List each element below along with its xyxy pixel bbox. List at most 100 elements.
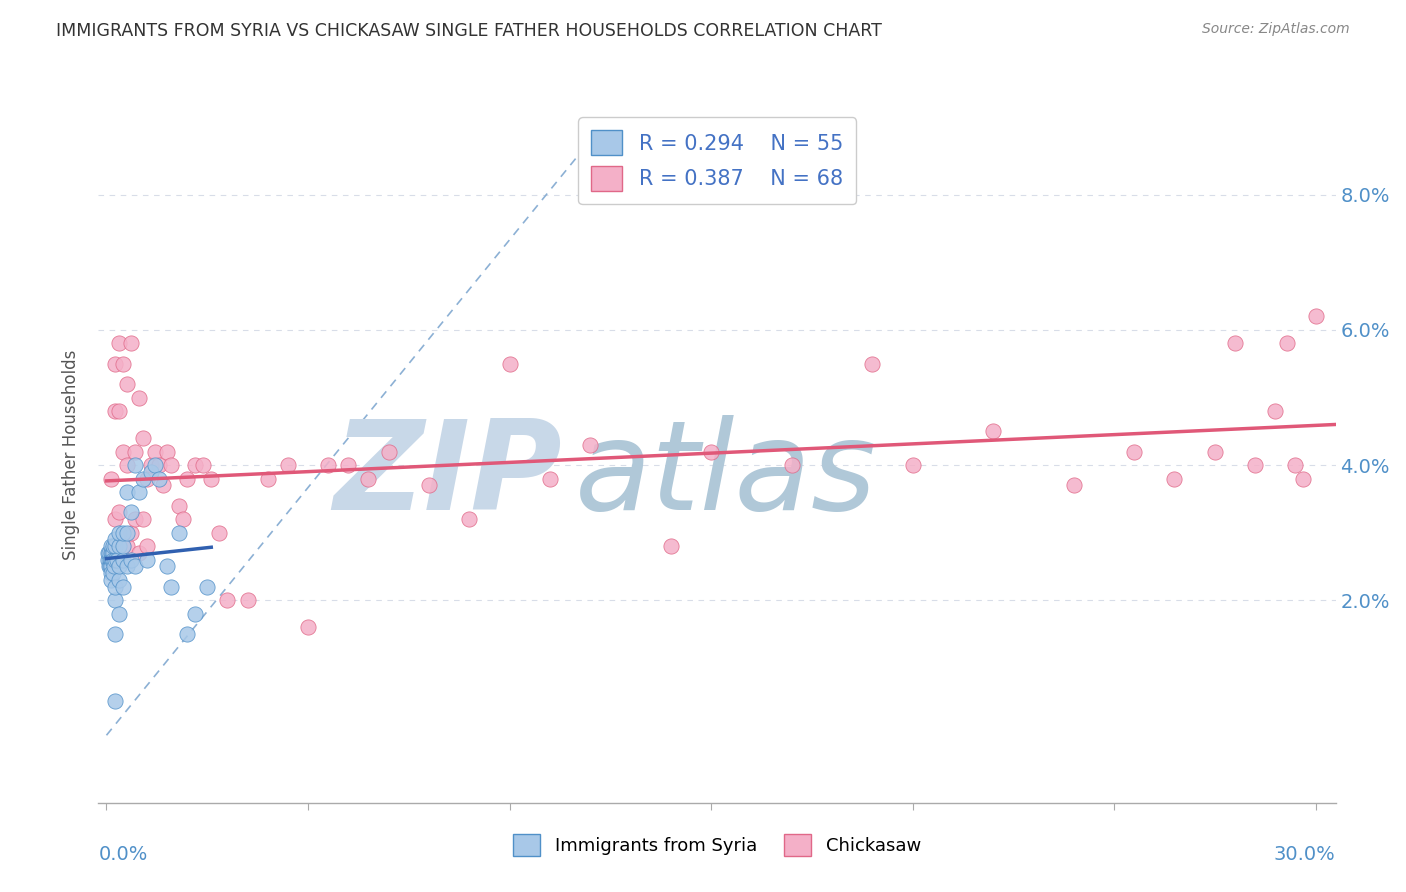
Point xyxy=(104,533,127,547)
Point xyxy=(1284,458,1306,472)
Point xyxy=(111,525,134,540)
Text: 0.0%: 0.0% xyxy=(98,845,148,863)
Point xyxy=(100,539,122,553)
Point xyxy=(152,478,174,492)
Point xyxy=(579,438,602,452)
Point xyxy=(115,458,138,472)
Point xyxy=(193,458,215,472)
Point xyxy=(172,512,194,526)
Point xyxy=(103,627,125,641)
Point xyxy=(115,525,138,540)
Point xyxy=(103,404,125,418)
Point xyxy=(111,552,134,566)
Point xyxy=(1244,458,1267,472)
Point xyxy=(498,357,520,371)
Point xyxy=(901,458,924,472)
Point xyxy=(538,472,561,486)
Point xyxy=(124,458,146,472)
Point xyxy=(107,525,129,540)
Point xyxy=(195,580,218,594)
Point xyxy=(100,559,122,574)
Point xyxy=(97,552,120,566)
Point xyxy=(107,336,129,351)
Point xyxy=(143,458,166,472)
Point xyxy=(143,444,166,458)
Point xyxy=(176,627,198,641)
Point xyxy=(659,539,682,553)
Point xyxy=(208,525,231,540)
Point xyxy=(160,458,183,472)
Point xyxy=(135,539,157,553)
Point xyxy=(115,485,138,500)
Point xyxy=(100,472,122,486)
Point xyxy=(418,478,440,492)
Point xyxy=(256,472,278,486)
Point xyxy=(100,546,122,560)
Point xyxy=(115,559,138,574)
Point xyxy=(103,552,125,566)
Point xyxy=(101,546,124,560)
Point xyxy=(377,444,399,458)
Point xyxy=(337,458,360,472)
Point xyxy=(107,573,129,587)
Point xyxy=(115,539,138,553)
Point xyxy=(132,472,155,486)
Point xyxy=(100,552,122,566)
Point xyxy=(1292,472,1315,486)
Point xyxy=(107,607,129,621)
Point xyxy=(111,357,134,371)
Point xyxy=(103,580,125,594)
Point xyxy=(105,552,128,566)
Point xyxy=(107,539,129,553)
Point xyxy=(1277,336,1299,351)
Point xyxy=(103,593,125,607)
Point xyxy=(316,458,339,472)
Text: IMMIGRANTS FROM SYRIA VS CHICKASAW SINGLE FATHER HOUSEHOLDS CORRELATION CHART: IMMIGRANTS FROM SYRIA VS CHICKASAW SINGL… xyxy=(56,22,882,40)
Point xyxy=(100,546,122,560)
Point xyxy=(98,552,121,566)
Point xyxy=(297,620,319,634)
Point xyxy=(107,559,129,574)
Point xyxy=(107,505,129,519)
Point xyxy=(176,472,198,486)
Point xyxy=(1223,336,1246,351)
Point xyxy=(120,505,142,519)
Point xyxy=(217,593,239,607)
Point xyxy=(148,472,170,486)
Point xyxy=(156,559,179,574)
Point xyxy=(103,566,125,581)
Point xyxy=(124,512,146,526)
Point xyxy=(128,391,150,405)
Point xyxy=(100,546,122,560)
Point xyxy=(135,552,157,566)
Text: 30.0%: 30.0% xyxy=(1274,845,1336,863)
Point xyxy=(97,546,120,560)
Point xyxy=(277,458,299,472)
Point xyxy=(124,559,146,574)
Point xyxy=(132,512,155,526)
Point xyxy=(100,573,122,587)
Point xyxy=(236,593,259,607)
Point xyxy=(100,566,122,581)
Point xyxy=(124,444,146,458)
Point xyxy=(98,559,121,574)
Point xyxy=(167,525,190,540)
Point xyxy=(184,458,207,472)
Point xyxy=(160,580,183,594)
Point xyxy=(101,539,124,553)
Point xyxy=(200,472,222,486)
Point xyxy=(120,336,142,351)
Point xyxy=(148,458,170,472)
Point xyxy=(103,694,125,708)
Point xyxy=(135,472,157,486)
Point xyxy=(120,552,142,566)
Point xyxy=(111,539,134,553)
Point xyxy=(128,485,150,500)
Text: ZIP: ZIP xyxy=(333,416,562,536)
Point xyxy=(780,458,803,472)
Point xyxy=(1264,404,1286,418)
Point xyxy=(167,499,190,513)
Point xyxy=(107,404,129,418)
Point xyxy=(103,559,125,574)
Point xyxy=(128,546,150,560)
